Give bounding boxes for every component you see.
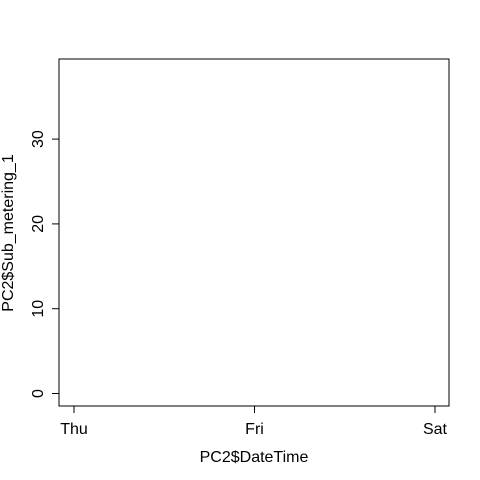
x-tick-label: Fri	[245, 421, 264, 438]
x-axis-label: PC2$DateTime	[200, 449, 309, 466]
x-tick-label: Sat	[423, 421, 448, 438]
y-tick-label: 20	[30, 215, 47, 233]
x-tick-label: Thu	[60, 421, 88, 438]
y-tick-label: 0	[30, 389, 47, 398]
x-axis: Thu Fri Sat	[60, 405, 448, 438]
y-axis: 0 10 20 30	[30, 130, 60, 398]
y-tick-label: 30	[30, 130, 47, 148]
y-axis-label: PC2$Sub_metering_1	[0, 154, 17, 312]
plot-area-frame	[58, 58, 450, 407]
y-tick-label: 10	[30, 300, 47, 318]
